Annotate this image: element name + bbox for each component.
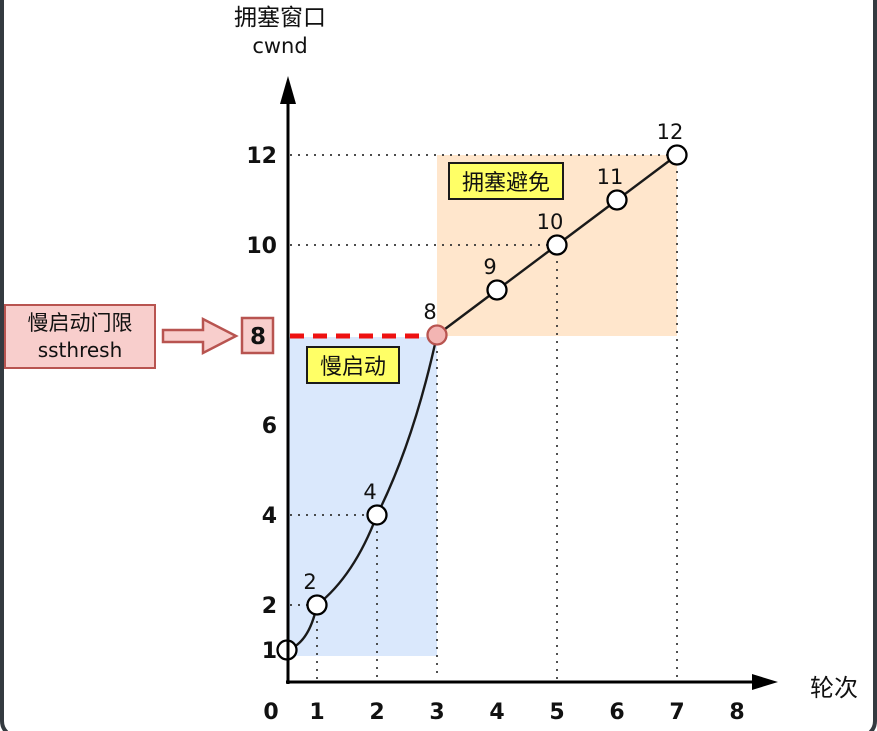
data-point xyxy=(366,504,388,526)
y-tick-label: 4 xyxy=(262,504,277,529)
x-tick-label: 1 xyxy=(309,700,324,725)
y-tick-label: 1 xyxy=(262,639,277,664)
ssthresh-callout-line2: ssthresh xyxy=(37,338,123,363)
ssthresh-tick-box xyxy=(240,316,275,355)
y-tick-label-boxed: 8 xyxy=(250,324,266,350)
point-label: 11 xyxy=(597,165,624,189)
point-label: 2 xyxy=(303,570,316,594)
data-point xyxy=(486,279,508,301)
point-label: 12 xyxy=(657,120,684,144)
ssthresh-arrow xyxy=(161,316,239,356)
y-tick-label: 2 xyxy=(262,594,277,619)
ssthresh-callout-line1: 慢启动门限 xyxy=(27,311,133,335)
data-point xyxy=(306,594,328,616)
point-label: 9 xyxy=(483,255,496,279)
y-axis-title-line2: cwnd xyxy=(252,33,308,58)
point-label: 4 xyxy=(363,480,376,504)
y-axis-arrowhead xyxy=(280,76,296,104)
x-tick-label: 0 xyxy=(263,700,278,725)
ssthresh-callout: 慢启动门限 ssthresh xyxy=(4,304,156,370)
y-tick-label: 6 xyxy=(262,414,277,439)
congestion-avoidance-tag: 拥塞避免 xyxy=(448,162,565,200)
point-label: 8 xyxy=(423,300,436,324)
x-axis-label: 轮次 xyxy=(810,674,858,702)
point-label: 10 xyxy=(537,210,564,234)
x-tick-label: 3 xyxy=(429,700,444,725)
x-tick-label: 5 xyxy=(549,700,564,725)
data-point-threshold xyxy=(426,324,448,346)
x-axis-arrowhead xyxy=(752,674,778,690)
y-tick-label: 10 xyxy=(246,234,277,259)
x-tick-label: 2 xyxy=(369,700,384,725)
data-point xyxy=(606,189,628,211)
y-axis-title: 拥塞窗口 cwnd xyxy=(200,4,360,59)
y-tick-label: 12 xyxy=(246,144,277,169)
x-tick-label: 4 xyxy=(489,700,504,725)
x-tick-label: 8 xyxy=(729,700,744,725)
slow-start-tag: 慢启动 xyxy=(306,346,401,384)
x-tick-label: 7 xyxy=(669,700,684,725)
x-tick-label: 6 xyxy=(609,700,624,725)
data-point xyxy=(666,144,688,166)
y-axis-title-line1: 拥塞窗口 xyxy=(234,5,326,31)
data-point xyxy=(546,234,568,256)
